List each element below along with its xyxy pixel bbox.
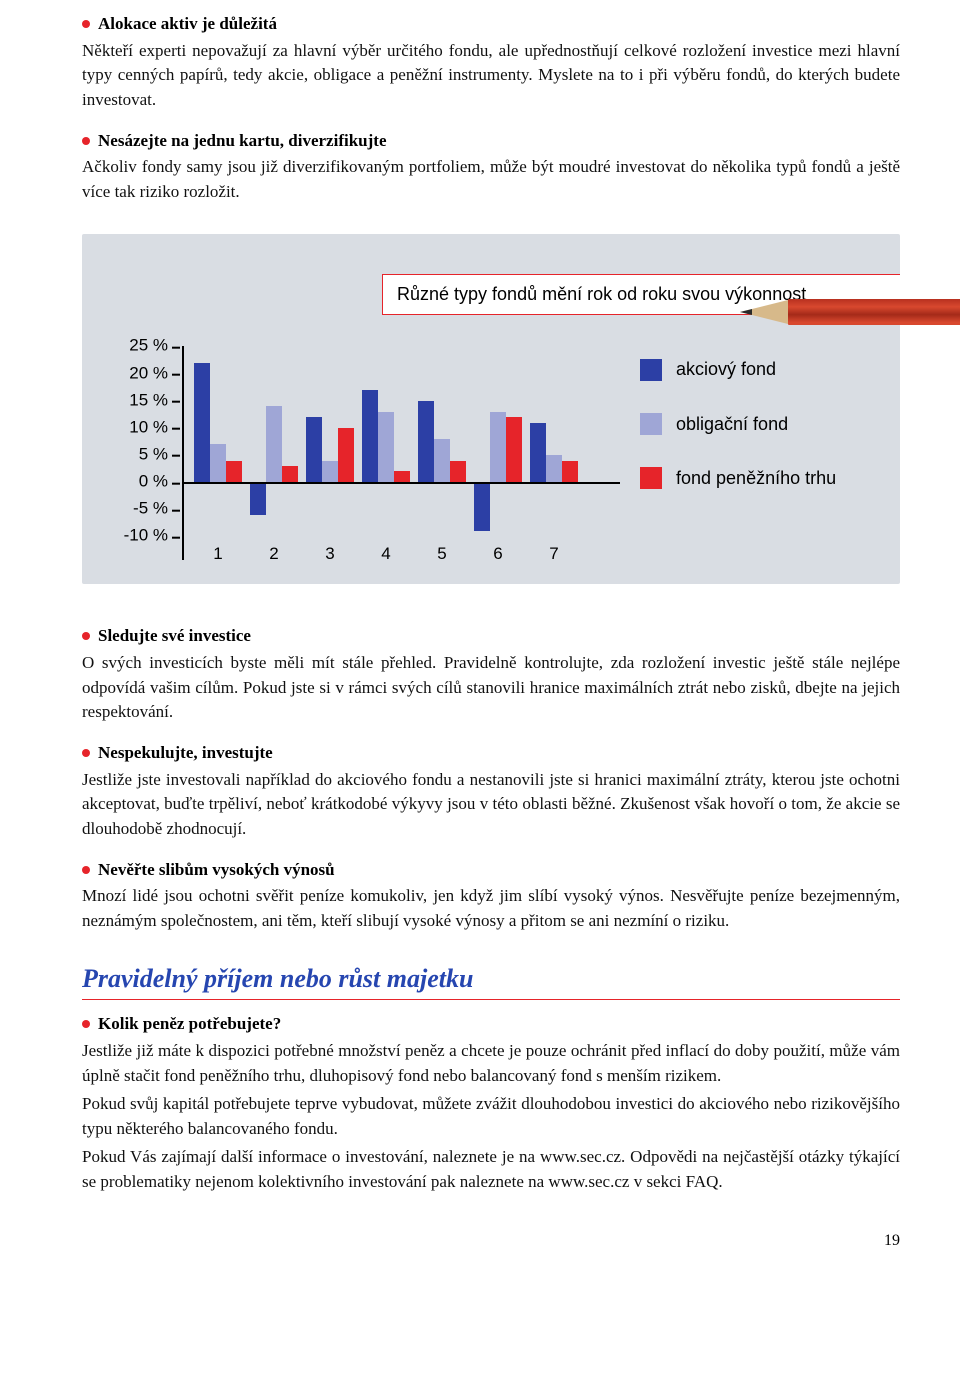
legend-swatch [640, 359, 662, 381]
chart-bar [210, 444, 226, 482]
chart-bar [506, 417, 522, 482]
chart-x-label: 7 [549, 542, 558, 567]
chart-bar-group [362, 346, 416, 536]
section-title: Kolik peněz potřebujete? [98, 1012, 281, 1037]
chart-x-label: 1 [213, 542, 222, 567]
section-title: Sledujte své investice [98, 624, 251, 649]
chart-y-tick: 25 % [129, 334, 168, 359]
chart-legend-item: akciový fond [640, 356, 860, 382]
section-body: Pokud Vás zajímají další informace o inv… [82, 1145, 900, 1194]
chart-bar-group [530, 346, 584, 536]
chart-plot: 1234567 akciový fondobligační fondfond p… [182, 346, 860, 560]
section-body: Pokud svůj kapitál potřebujete teprve vy… [82, 1092, 900, 1141]
chart-y-tick: -5 % [133, 497, 168, 522]
subheading-pravidelny-prijem: Pravidelný příjem nebo růst majetku [82, 960, 900, 998]
section-sledujte: Sledujte své investice O svých investicí… [82, 624, 900, 725]
section-title: Nevěřte slibům vysokých výnosů [98, 858, 335, 883]
bullet-icon [82, 632, 90, 640]
chart-bar [418, 401, 434, 482]
legend-swatch [640, 413, 662, 435]
chart-bar-group [474, 346, 528, 536]
chart-x-label: 3 [325, 542, 334, 567]
section-body: Jestliže již máte k dispozici potřebné m… [82, 1039, 900, 1088]
chart-bar [546, 455, 562, 482]
chart-panel: Různé typy fondů mění rok od roku svou v… [82, 234, 900, 584]
section-neverte: Nevěřte slibům vysokých výnosů Mnozí lid… [82, 858, 900, 934]
chart-x-label: 2 [269, 542, 278, 567]
chart-bar-group [418, 346, 472, 536]
legend-swatch [640, 467, 662, 489]
chart-bar [378, 412, 394, 483]
chart-bar [322, 461, 338, 483]
chart-bar [474, 482, 490, 531]
pencil-icon [740, 294, 960, 330]
chart-legend: akciový fond obligační fond fond peněžního… [640, 356, 860, 518]
chart-bar [394, 471, 410, 482]
chart-y-tick: 10 % [129, 416, 168, 441]
chart-x-label: 6 [493, 542, 502, 567]
chart-bar [306, 417, 322, 482]
chart-y-axis: 25 %20 %15 %10 %5 %0 %-5 %-10 % [122, 346, 182, 560]
section-title: Nespekulujte, investujte [98, 741, 273, 766]
chart-area: 25 %20 %15 %10 %5 %0 %-5 %-10 % 1234567 … [122, 346, 860, 560]
chart-bar [490, 412, 506, 483]
bullet-icon [82, 137, 90, 145]
chart-y-tick: 0 % [139, 470, 168, 495]
chart-bar [338, 428, 354, 482]
section-body: Mnozí lidé jsou ochotni svěřit peníze ko… [82, 884, 900, 933]
chart-bar [362, 390, 378, 482]
chart-bar [562, 461, 578, 483]
bullet-icon [82, 20, 90, 28]
chart-bar-group [194, 346, 248, 536]
section-body: Jestliže jste investovali například do a… [82, 768, 900, 842]
chart-bar [266, 406, 282, 482]
legend-label: fond peněžního trhu [676, 465, 836, 491]
section-body: Někteří experti nepovažují za hlavní výb… [82, 39, 900, 113]
section-kolik-penez: Kolik peněz potřebujete? Jestliže již má… [82, 1012, 900, 1194]
chart-bar-group [306, 346, 360, 536]
chart-y-tick: 20 % [129, 361, 168, 386]
section-alokace: Alokace aktiv je důležitá Někteří expert… [82, 12, 900, 113]
section-body: Ačkoliv fondy samy jsou již diverzifikov… [82, 155, 900, 204]
chart-bars [184, 346, 620, 560]
red-underline [82, 999, 900, 1000]
section-title: Alokace aktiv je důležitá [98, 12, 277, 37]
section-diverzifikujte: Nesázejte na jednu kartu, diverzifikujte… [82, 129, 900, 205]
chart-y-tick: -10 % [124, 524, 168, 549]
bullet-icon [82, 749, 90, 757]
chart-x-label: 4 [381, 542, 390, 567]
chart-baseline [184, 482, 620, 484]
bullet-icon [82, 866, 90, 874]
bullet-icon [82, 1020, 90, 1028]
legend-label: obligační fond [676, 411, 788, 437]
section-title: Nesázejte na jednu kartu, diverzifikujte [98, 129, 387, 154]
chart-y-tick: 5 % [139, 443, 168, 468]
legend-label: akciový fond [676, 356, 776, 382]
page-number: 19 [82, 1229, 900, 1252]
chart-bar [250, 482, 266, 515]
chart-bar [282, 466, 298, 482]
section-nespekulujte: Nespekulujte, investujte Jestliže jste i… [82, 741, 900, 842]
chart-bar [434, 439, 450, 482]
chart-bar [226, 461, 242, 483]
chart-legend-item: obligační fond [640, 411, 860, 437]
chart-bar-group [250, 346, 304, 536]
section-body: O svých investicích byste měli mít stále… [82, 651, 900, 725]
chart-legend-item: fond peněžního trhu [640, 465, 860, 491]
chart-bar [450, 461, 466, 483]
chart-x-label: 5 [437, 542, 446, 567]
chart-y-tick: 15 % [129, 388, 168, 413]
chart-bar [194, 363, 210, 482]
chart-bar [530, 423, 546, 483]
